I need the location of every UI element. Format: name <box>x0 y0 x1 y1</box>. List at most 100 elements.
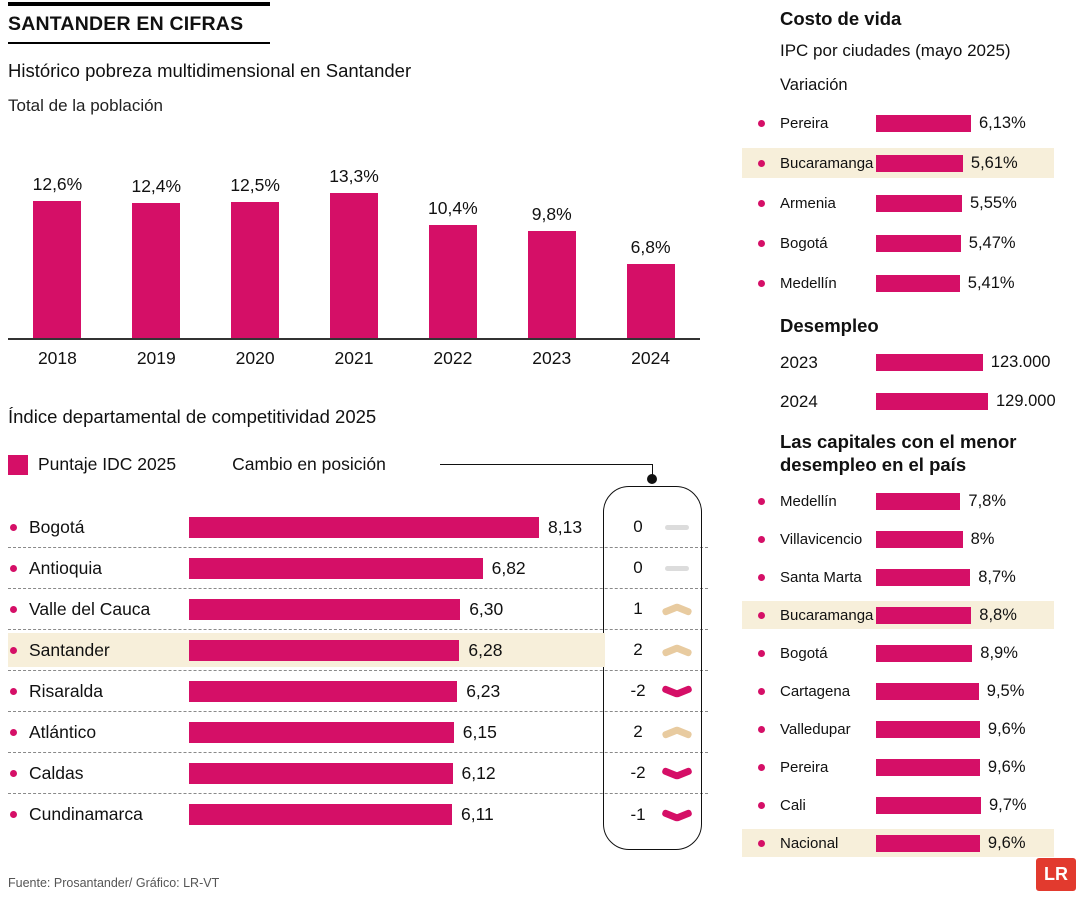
x-axis-year-label: 2021 <box>334 348 374 368</box>
position-change-cell: -1 <box>605 794 708 835</box>
city-name: Valledupar <box>780 720 851 738</box>
bullet-icon <box>758 199 765 207</box>
poverty-bar-column: 6,8% <box>601 237 700 338</box>
idc-legend: Puntaje IDC 2025 Cambio en posición <box>8 454 708 475</box>
position-change-cell: -2 <box>605 671 708 711</box>
value-label: 6,13% <box>979 113 1026 132</box>
legend-connector-line <box>440 464 652 465</box>
city-row: Bucaramanga 5,61% <box>742 143 1076 183</box>
city-row: Medellín 5,41% <box>750 263 1076 303</box>
x-axis-year-label: 2018 <box>37 348 77 368</box>
change-direction-icon <box>662 520 692 534</box>
value-label: 7,8% <box>968 491 1006 510</box>
city-row: Cartagena 9,5% <box>750 672 1076 710</box>
idc-row-main: Cundinamarca 6,11 <box>8 794 605 835</box>
bullet-icon <box>758 573 765 581</box>
poverty-bar <box>626 263 675 338</box>
idc-row-main: Antioquia 6,82 <box>8 548 605 588</box>
department-name: Santander <box>29 639 110 660</box>
top-rule <box>8 2 270 6</box>
city-name: Pereira <box>780 114 829 132</box>
year-label: 2023 <box>780 352 818 372</box>
unemployment-row: 2023 123.000 <box>750 343 1076 382</box>
value-bar <box>876 393 988 410</box>
change-value: 0 <box>633 558 643 577</box>
change-direction-icon <box>662 725 692 739</box>
poverty-bars-area: 12,6% 12,4% 12,5% 13,3% 10,4% 9,8% 6,8% <box>8 162 700 340</box>
value-bar <box>876 274 960 292</box>
city-name: Bucaramanga <box>780 606 874 624</box>
value-label: 8,8% <box>979 605 1017 624</box>
capitals-title: Las capitales con el menor desempleo en … <box>780 431 1017 475</box>
value-bar <box>876 758 980 776</box>
unemployment-row: 2024 129.000 <box>750 382 1076 421</box>
value-bar <box>876 154 963 172</box>
change-value: 0 <box>633 517 643 536</box>
change-value: -2 <box>630 681 646 700</box>
city-row: Cali 9,7% <box>750 786 1076 824</box>
department-name: Risaralda <box>29 680 103 701</box>
value-bar <box>876 354 983 371</box>
department-name: Atlántico <box>29 721 97 742</box>
value-bar <box>876 194 962 212</box>
poverty-bar <box>330 193 378 338</box>
city-row: Medellín 7,8% <box>750 482 1076 520</box>
value-bar <box>876 720 980 738</box>
x-axis-year-label: 2022 <box>433 348 473 368</box>
score-value: 6,11 <box>461 804 494 824</box>
score-bar <box>189 721 454 743</box>
score-value: 6,30 <box>469 598 504 619</box>
x-axis-year-label: 2024 <box>631 348 671 368</box>
poverty-bar-column: 12,4% <box>107 176 206 338</box>
city-row: Armenia 5,55% <box>750 183 1076 223</box>
idc-row: Atlántico 6,15 2 <box>8 712 708 753</box>
city-row: Pereira 6,13% <box>750 103 1076 143</box>
year-label: 2024 <box>780 391 818 411</box>
bullet-icon <box>758 497 765 505</box>
city-name: Villavicencio <box>780 530 863 548</box>
bullet-icon <box>10 687 17 695</box>
position-change-cell: 0 <box>605 507 708 547</box>
bullet-icon <box>758 725 765 733</box>
value-label: 129.000 <box>996 392 1056 410</box>
city-row: Bucaramanga 8,8% <box>742 596 1076 634</box>
position-change-cell: -2 <box>605 753 708 793</box>
page-title: SANTANDER EN CIFRAS <box>8 13 244 35</box>
value-label: 5,41% <box>967 273 1015 292</box>
poverty-bar <box>428 224 477 338</box>
bullet-icon <box>10 728 17 736</box>
idc-row-main: Santander 6,28 <box>8 630 605 670</box>
bar-value-label: 6,8% <box>630 236 671 257</box>
bullet-icon <box>758 119 765 127</box>
poverty-chart-subtitle: Total de la población <box>8 96 164 115</box>
poverty-bar-column: 10,4% <box>403 198 502 338</box>
bar-value-label: 10,4% <box>428 197 478 218</box>
position-change-cell: 2 <box>605 630 708 670</box>
position-change-cell: 0 <box>605 548 708 588</box>
bullet-icon <box>758 687 765 695</box>
legend-connector-dot-icon <box>647 474 657 484</box>
capitals-rows: Medellín 7,8% Villavicencio 8% Santa Mar… <box>742 482 1076 862</box>
value-bar <box>876 234 961 252</box>
score-value: 6,12 <box>461 762 496 783</box>
department-name: Antioquia <box>29 557 102 578</box>
idc-row-main: Atlántico 6,15 <box>8 712 605 752</box>
legend-swatch-icon <box>8 454 28 475</box>
value-label: 9,6% <box>987 757 1026 776</box>
right-column: Costo de vida IPC por ciudades (mayo 202… <box>742 6 1076 862</box>
value-bar <box>876 492 961 510</box>
department-name: Bogotá <box>29 516 85 537</box>
source-credit: Fuente: Prosantander/ Gráfico: LR-VT <box>8 876 220 890</box>
city-name: Bogotá <box>780 644 828 662</box>
city-row: Valledupar 9,6% <box>750 710 1076 748</box>
poverty-bar <box>527 231 576 338</box>
masthead: SANTANDER EN CIFRAS <box>8 2 270 44</box>
idc-row: Antioquia 6,82 0 <box>8 548 708 589</box>
city-name: Armenia <box>780 194 836 212</box>
idc-row: Santander 6,28 2 <box>8 630 708 671</box>
value-bar <box>876 606 972 624</box>
value-label: 9,6% <box>987 719 1026 738</box>
bullet-icon <box>10 769 17 777</box>
poverty-bar-column: 12,5% <box>206 175 305 338</box>
score-value: 6,28 <box>468 639 503 660</box>
